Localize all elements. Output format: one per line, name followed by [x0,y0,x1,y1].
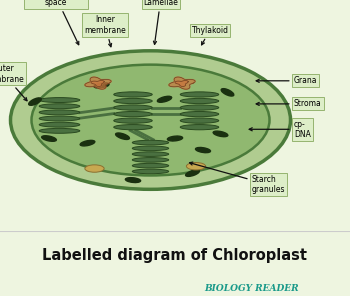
Ellipse shape [158,96,172,102]
Ellipse shape [114,105,152,110]
Text: Grana: Grana [256,76,317,85]
Text: Stroma
Lamellae: Stroma Lamellae [144,0,178,44]
Ellipse shape [132,169,169,174]
Ellipse shape [39,98,80,102]
Ellipse shape [167,136,183,141]
Ellipse shape [187,163,206,170]
Ellipse shape [180,98,219,104]
Ellipse shape [39,110,80,115]
Ellipse shape [114,118,152,123]
Ellipse shape [114,98,152,104]
Ellipse shape [39,122,80,127]
Ellipse shape [29,98,41,105]
Text: Thylakoid: Thylakoid [191,26,229,45]
Ellipse shape [180,125,219,130]
Text: Stroma: Stroma [256,99,322,108]
Ellipse shape [132,140,169,145]
Ellipse shape [39,128,80,133]
Ellipse shape [94,83,109,88]
Ellipse shape [114,125,152,130]
Polygon shape [169,77,195,89]
Ellipse shape [221,89,234,96]
Text: Starch
granules: Starch granules [189,162,286,194]
Polygon shape [175,81,188,86]
Text: cp-
DNA: cp- DNA [249,120,311,139]
Ellipse shape [42,136,56,141]
Text: Outer
membrane: Outer membrane [0,64,27,101]
Text: BIOLOGY READER: BIOLOGY READER [205,284,299,293]
Ellipse shape [80,140,95,146]
Ellipse shape [132,163,169,168]
Polygon shape [85,77,111,89]
Ellipse shape [180,105,219,110]
Text: Intermembrane
space: Intermembrane space [26,0,86,45]
Ellipse shape [180,118,219,123]
Text: Inner
membrane: Inner membrane [84,15,126,47]
Ellipse shape [32,65,270,176]
Polygon shape [91,81,104,86]
Text: Labelled diagram of Chloroplast: Labelled diagram of Chloroplast [42,248,308,263]
Ellipse shape [39,104,80,109]
Ellipse shape [132,157,169,162]
Ellipse shape [180,92,219,97]
Ellipse shape [116,133,130,139]
Ellipse shape [114,92,152,97]
Ellipse shape [85,165,104,172]
Ellipse shape [180,112,219,117]
Ellipse shape [132,146,169,151]
Ellipse shape [10,51,290,189]
Ellipse shape [39,116,80,121]
Ellipse shape [196,147,210,153]
Ellipse shape [132,152,169,156]
Ellipse shape [213,131,228,137]
Ellipse shape [125,178,141,183]
Ellipse shape [186,170,199,176]
Ellipse shape [114,112,152,117]
